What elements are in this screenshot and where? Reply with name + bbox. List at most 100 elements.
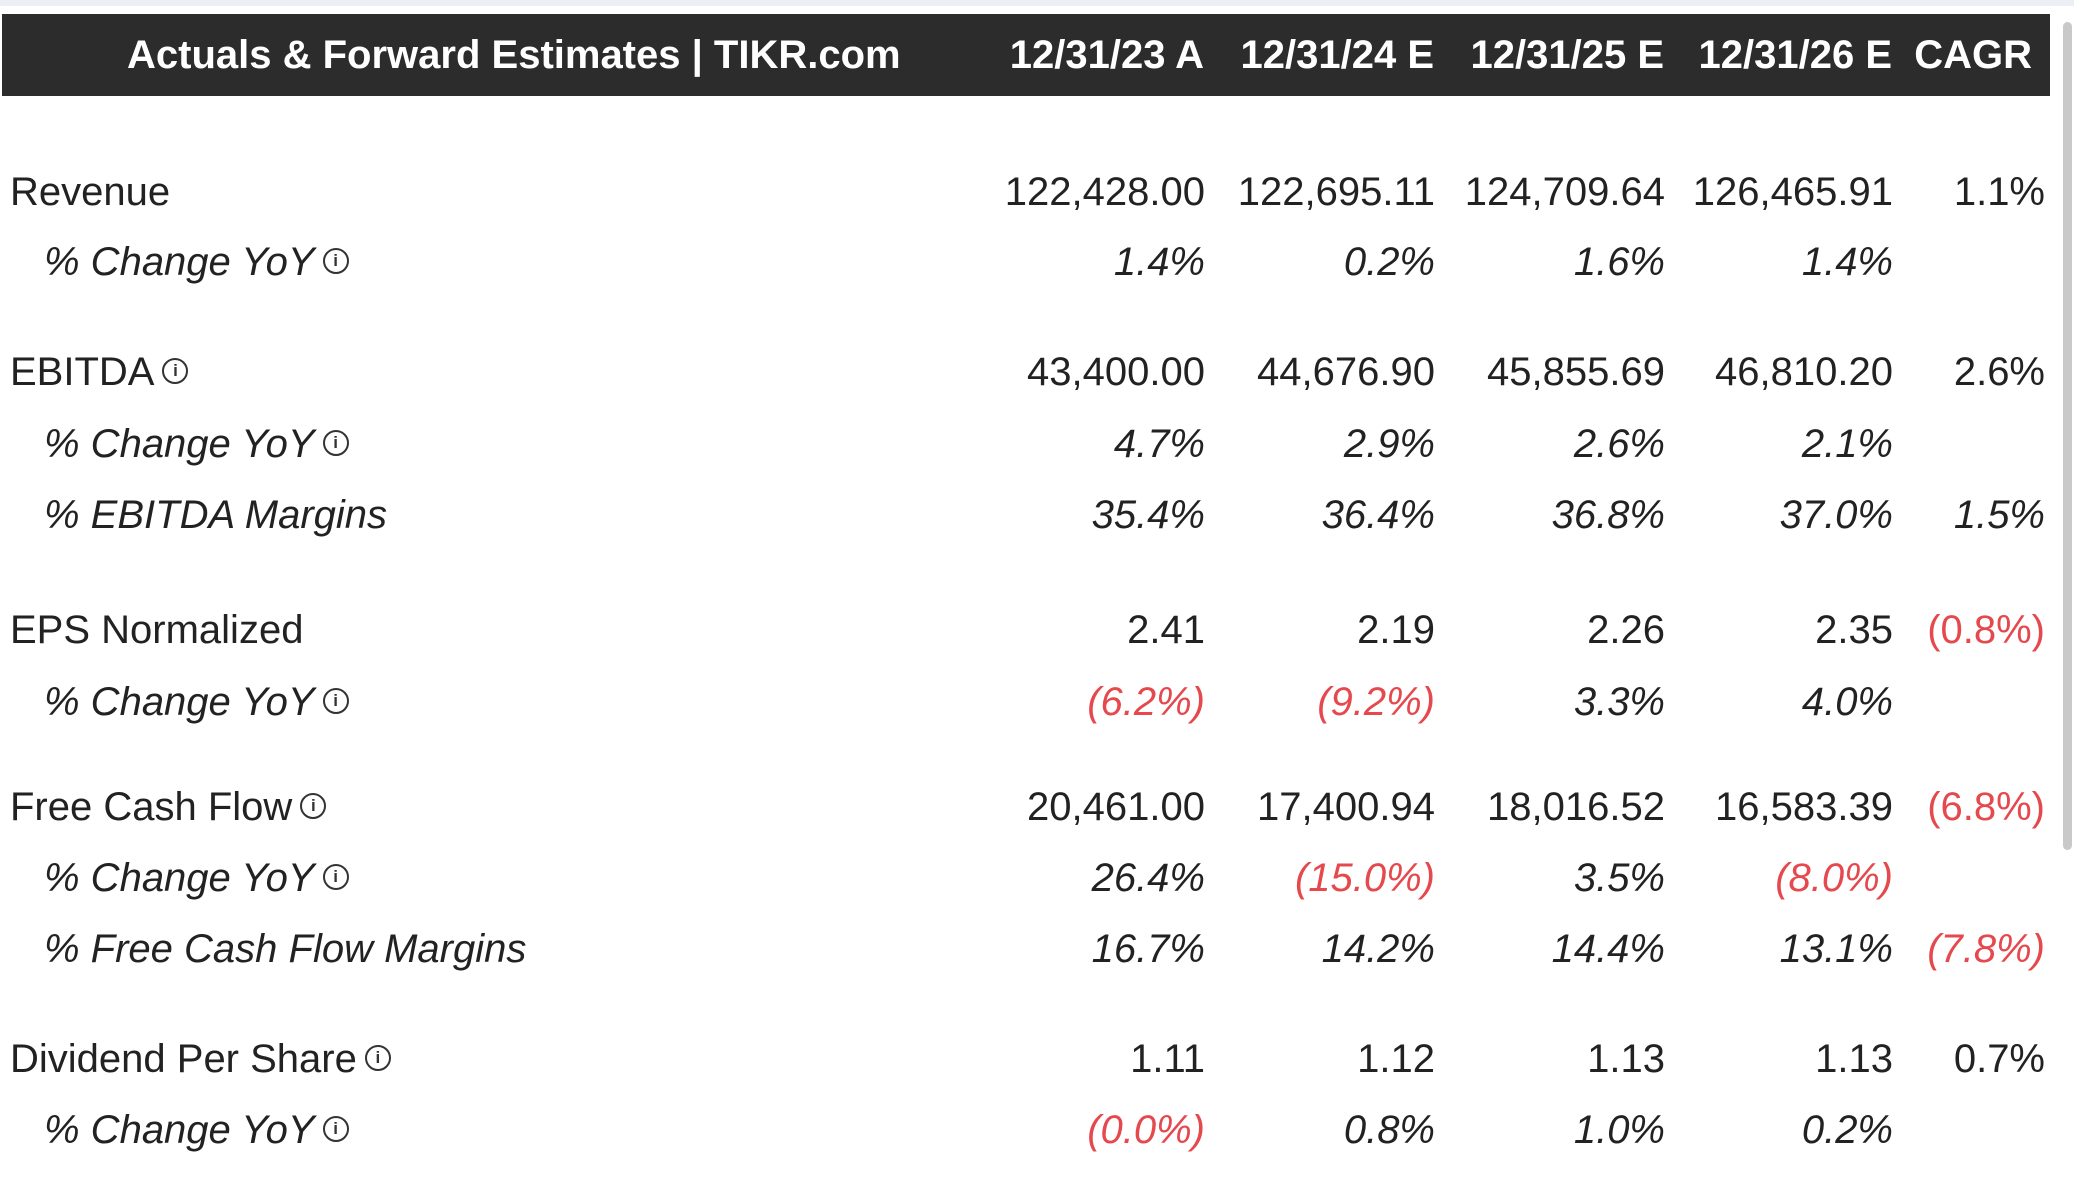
row-label: EPS Normalized <box>10 608 304 652</box>
cell-value: 2.1% <box>1801 422 1893 466</box>
table-row-revenue-change: % Change YoY i 1.4% 0.2% 1.6% 1.4% <box>0 232 2060 292</box>
header-col-2024: 12/31/24 E <box>1240 33 1435 77</box>
cell-value-negative: (0.8%) <box>1927 608 2045 652</box>
cell-value: 14.2% <box>1321 927 1435 971</box>
cell-value: 4.7% <box>1113 422 1205 466</box>
cell-value: 126,465.91 <box>1692 170 1893 214</box>
cell-value: 17,400.94 <box>1257 785 1435 829</box>
row-label-text: Free Cash Flow <box>10 785 293 829</box>
info-circle-icon[interactable]: i <box>322 688 349 715</box>
info-circle-icon[interactable]: i <box>322 1116 349 1143</box>
cell-value: 2.26 <box>1587 608 1665 652</box>
cell-value: 36.4% <box>1321 493 1435 537</box>
cell-value: 0.7% <box>1953 1037 2045 1081</box>
header-col-2026: 12/31/26 E <box>1698 33 1893 77</box>
cell-value: 0.2% <box>1801 1108 1893 1152</box>
cell-value: 1.6% <box>1573 240 1665 284</box>
cell-value-negative: (6.2%) <box>1087 680 1205 724</box>
cell-value-negative: (8.0%) <box>1775 856 1893 900</box>
row-label: Dividend Per Share i <box>10 1029 391 1089</box>
row-label-text: % Change YoY <box>44 856 315 900</box>
table-row-dividend-change: % Change YoY i (0.0%) 0.8% 1.0% 0.2% <box>0 1100 2060 1160</box>
cell-value: 2.6% <box>1953 350 2045 394</box>
row-label-text: % Change YoY <box>44 422 315 466</box>
top-border <box>0 0 2074 6</box>
cell-value: 124,709.64 <box>1464 170 1665 214</box>
cell-value: 1.12 <box>1357 1037 1435 1081</box>
table-row-eps: EPS Normalized 2.41 2.19 2.26 2.35 (0.8%… <box>0 600 2060 660</box>
info-circle-icon[interactable]: i <box>322 248 349 275</box>
cell-value: 44,676.90 <box>1257 350 1435 394</box>
table-row-revenue: Revenue 122,428.00 122,695.11 124,709.64… <box>0 162 2060 222</box>
cell-value: 1.1% <box>1953 170 2045 214</box>
cell-value-negative: (9.2%) <box>1317 680 1435 724</box>
table-header: Actuals & Forward Estimates | TIKR.com 1… <box>2 14 2050 96</box>
cell-value: 2.35 <box>1815 608 1893 652</box>
row-label: EBITDA i <box>10 342 189 402</box>
table-row-ebitda: EBITDA i 43,400.00 44,676.90 45,855.69 46… <box>0 342 2060 402</box>
cell-value: 2.6% <box>1573 422 1665 466</box>
cell-value: 2.9% <box>1343 422 1435 466</box>
table-row-fcf-margins: % Free Cash Flow Margins 16.7% 14.2% 14.… <box>0 919 2060 979</box>
row-label: % Change YoY i <box>44 414 349 474</box>
cell-value: 14.4% <box>1551 927 1665 971</box>
cell-value: 43,400.00 <box>1027 350 1205 394</box>
cell-value: 1.4% <box>1113 240 1205 284</box>
info-circle-icon[interactable]: i <box>300 793 327 820</box>
cell-value: 1.0% <box>1573 1108 1665 1152</box>
cell-value: 16.7% <box>1091 927 1205 971</box>
cell-value: 45,855.69 <box>1487 350 1665 394</box>
row-label: % EBITDA Margins <box>44 493 388 537</box>
info-circle-icon[interactable]: i <box>162 358 189 385</box>
info-circle-icon[interactable]: i <box>322 864 349 891</box>
cell-value: 0.8% <box>1343 1108 1435 1152</box>
cell-value: 26.4% <box>1091 856 1205 900</box>
cell-value-negative: (6.8%) <box>1927 785 2045 829</box>
cell-value: 4.0% <box>1801 680 1893 724</box>
row-label: % Free Cash Flow Margins <box>44 927 527 971</box>
cell-value: 36.8% <box>1551 493 1665 537</box>
header-col-2023: 12/31/23 A <box>1009 33 1204 77</box>
row-label: Free Cash Flow i <box>10 777 327 837</box>
cell-value: 122,428.00 <box>1004 170 1205 214</box>
row-label-text: Dividend Per Share <box>10 1037 357 1081</box>
table-row-fcf: Free Cash Flow i 20,461.00 17,400.94 18,0… <box>0 777 2060 837</box>
cell-value: 46,810.20 <box>1715 350 1893 394</box>
table-row-eps-change: % Change YoY i (6.2%) (9.2%) 3.3% 4.0% <box>0 672 2060 732</box>
cell-value-negative: (15.0%) <box>1294 856 1435 900</box>
cell-value: 35.4% <box>1091 493 1205 537</box>
vertical-scrollbar[interactable] <box>2063 22 2072 850</box>
table-row-dividend: Dividend Per Share i 1.11 1.12 1.13 1.13 … <box>0 1029 2060 1089</box>
info-circle-icon[interactable]: i <box>364 1045 391 1072</box>
cell-value-negative: (0.0%) <box>1087 1108 1205 1152</box>
row-label-text: % Change YoY <box>44 680 315 724</box>
row-label: Revenue <box>10 170 171 214</box>
cell-value: 20,461.00 <box>1027 785 1205 829</box>
header-title: Actuals & Forward Estimates | TIKR.com <box>127 33 901 77</box>
cell-value: 0.2% <box>1343 240 1435 284</box>
cell-value: 18,016.52 <box>1487 785 1665 829</box>
cell-value: 13.1% <box>1779 927 1893 971</box>
cell-value: 3.5% <box>1573 856 1665 900</box>
cell-value-negative: (7.8%) <box>1927 927 2045 971</box>
header-col-2025: 12/31/25 E <box>1470 33 1665 77</box>
cell-value: 2.19 <box>1357 608 1435 652</box>
cell-value: 1.13 <box>1587 1037 1665 1081</box>
cell-value: 1.11 <box>1130 1037 1205 1081</box>
info-circle-icon[interactable]: i <box>322 430 349 457</box>
cell-value: 16,583.39 <box>1715 785 1893 829</box>
cell-value: 1.5% <box>1953 493 2045 537</box>
row-label-text: % Change YoY <box>44 1108 315 1152</box>
table-row-ebitda-margins: % EBITDA Margins 35.4% 36.4% 36.8% 37.0%… <box>0 485 2060 545</box>
row-label: % Change YoY i <box>44 848 349 908</box>
table-row-ebitda-change: % Change YoY i 4.7% 2.9% 2.6% 2.1% <box>0 414 2060 474</box>
cell-value: 2.41 <box>1127 608 1205 652</box>
header-col-cagr: CAGR <box>1914 33 2032 77</box>
cell-value: 3.3% <box>1573 680 1665 724</box>
cell-value: 122,695.11 <box>1237 170 1435 214</box>
row-label: % Change YoY i <box>44 1100 349 1160</box>
row-label: % Change YoY i <box>44 672 349 732</box>
cell-value: 1.4% <box>1801 240 1893 284</box>
row-label-text: EBITDA <box>10 350 155 394</box>
